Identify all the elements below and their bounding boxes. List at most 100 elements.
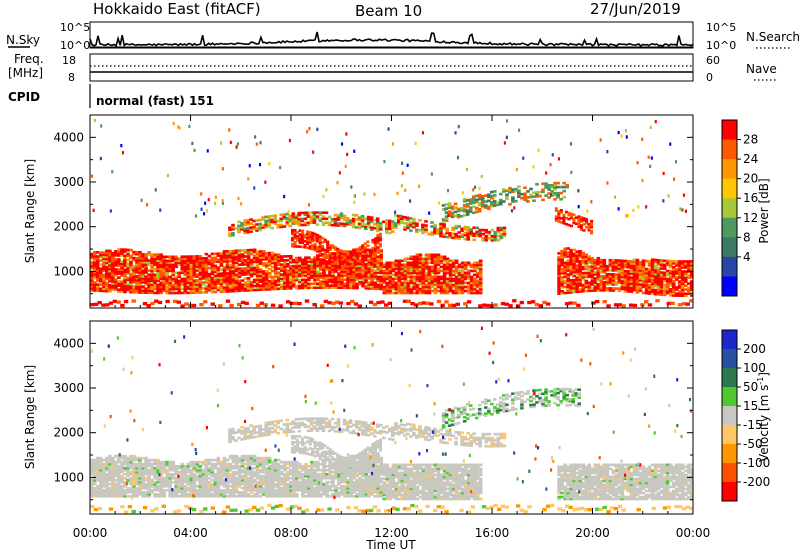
nsky-panel: N.Sky 10^5 10^0 10^5 10^0 N.Search — [6, 21, 800, 52]
heatmap-cell — [198, 464, 203, 468]
heatmap-cell — [469, 234, 473, 237]
heatmap-cell — [321, 240, 325, 244]
heatmap-cell — [132, 456, 136, 460]
heatmap-cell — [243, 249, 248, 252]
heatmap-cell — [214, 201, 217, 206]
heatmap-cell — [195, 269, 200, 272]
heatmap-cell — [237, 283, 242, 287]
heatmap-cell — [313, 262, 317, 265]
heatmap-cell — [338, 259, 342, 262]
heatmap-cell — [463, 285, 468, 289]
heatmap-cell — [268, 162, 271, 166]
heatmap-cell — [436, 299, 442, 304]
heatmap-cell — [560, 249, 564, 253]
heatmap-cell — [644, 271, 649, 275]
heatmap-cell — [177, 259, 181, 263]
heatmap-cell — [442, 227, 446, 230]
heatmap-cell — [246, 480, 251, 484]
heatmap-cell — [662, 289, 667, 293]
heatmap-cell — [650, 282, 655, 286]
heatmap-cell — [195, 285, 200, 288]
heatmap-cell — [379, 257, 383, 261]
heatmap-cell — [204, 270, 209, 274]
heatmap-cell — [225, 266, 230, 269]
heatmap-cell — [90, 285, 94, 288]
heatmap-cell — [343, 262, 347, 266]
heatmap-cell — [159, 259, 163, 263]
power-y-tick-label: 1000 — [53, 264, 84, 278]
heatmap-cell — [132, 472, 136, 476]
heatmap-cell — [189, 472, 194, 476]
heatmap-cell — [654, 119, 657, 124]
heatmap-cell — [532, 195, 536, 198]
heatmap-cell — [567, 217, 571, 221]
heatmap-cell — [174, 495, 178, 498]
heatmap-cell — [207, 466, 212, 470]
heatmap-cell — [261, 284, 266, 287]
heatmap-cell — [135, 495, 139, 498]
heatmap-cell — [502, 232, 507, 236]
heatmap-cell — [439, 269, 444, 273]
heatmap-cell — [493, 232, 498, 236]
heatmap-cell — [273, 214, 277, 217]
heatmap-cell — [156, 470, 160, 474]
heatmap-cell — [331, 276, 335, 279]
heatmap-cell — [300, 219, 305, 223]
heatmap-cell — [120, 495, 124, 498]
heatmap-cell — [674, 288, 679, 291]
heatmap-cell — [276, 267, 281, 270]
heatmap-cell — [451, 236, 455, 240]
heatmap-cell — [469, 287, 474, 291]
heatmap-cell — [448, 271, 453, 275]
heatmap-cell — [298, 233, 302, 236]
heatmap-cell — [150, 287, 154, 291]
heatmap-cell — [659, 285, 664, 288]
heatmap-cell — [93, 476, 97, 480]
heatmap-cell — [364, 287, 368, 290]
heatmap-cell — [291, 230, 295, 234]
heatmap-cell — [325, 284, 329, 287]
heatmap-cell — [123, 288, 127, 292]
heatmap-cell — [346, 301, 351, 306]
heatmap-cell — [159, 269, 163, 273]
heatmap-cell — [553, 198, 557, 201]
heatmap-cell — [246, 220, 250, 224]
heatmap-cell — [123, 276, 127, 280]
heatmap-cell — [312, 213, 317, 216]
heatmap-cell — [204, 266, 209, 270]
heatmap-cell — [99, 275, 103, 278]
heatmap-cell — [496, 238, 501, 242]
heatmap-cell — [628, 303, 634, 307]
heatmap-cell — [394, 275, 399, 279]
heatmap-cell — [323, 240, 327, 244]
heatmap-cell — [606, 181, 609, 185]
heatmap-cell — [231, 460, 236, 464]
heatmap-cell — [300, 223, 305, 227]
heatmap-cell — [93, 253, 97, 256]
heatmap-cell — [306, 240, 310, 244]
heatmap-cell — [370, 263, 374, 266]
heatmap-cell — [141, 478, 145, 482]
heatmap-cell — [234, 277, 239, 281]
heatmap-cell — [150, 265, 154, 268]
heatmap-cell — [295, 268, 299, 272]
heatmap-cell — [111, 468, 115, 472]
heatmap-cell — [174, 283, 178, 287]
heatmap-cell — [207, 476, 212, 480]
heatmap-cell — [159, 476, 163, 480]
heatmap-cell — [547, 186, 551, 189]
heatmap-cell — [412, 281, 417, 285]
heatmap-cell — [319, 272, 323, 275]
heatmap-cell — [599, 270, 604, 274]
heatmap-cell — [189, 468, 194, 472]
heatmap-cell — [150, 273, 154, 276]
heatmap-cell — [635, 280, 640, 284]
heatmap-cell — [228, 128, 231, 132]
heatmap-cell — [263, 303, 268, 307]
heatmap-cell — [282, 217, 287, 220]
heatmap-cell — [147, 285, 151, 288]
heatmap-cell — [174, 464, 178, 468]
heatmap-cell — [183, 493, 188, 496]
heatmap-cell — [201, 269, 206, 272]
heatmap-cell — [454, 277, 459, 281]
